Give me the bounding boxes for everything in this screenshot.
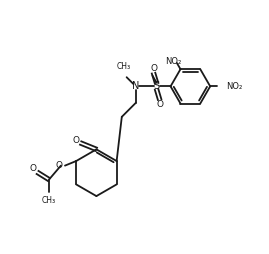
Text: O: O	[150, 64, 157, 73]
Text: O: O	[30, 164, 37, 173]
Text: CH₃: CH₃	[42, 196, 56, 205]
Text: O: O	[56, 161, 63, 170]
Text: NO₂: NO₂	[165, 57, 181, 67]
Text: N: N	[132, 81, 139, 91]
Text: O: O	[156, 100, 163, 109]
Text: CH₃: CH₃	[117, 62, 131, 71]
Text: S: S	[154, 81, 160, 91]
Text: NO₂: NO₂	[226, 82, 242, 91]
Text: O: O	[73, 136, 80, 145]
